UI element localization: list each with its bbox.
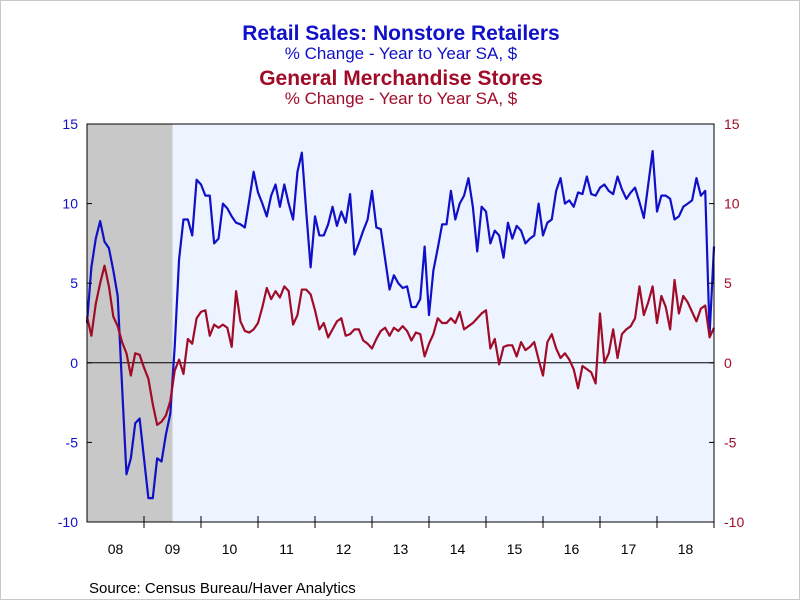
y-tick-label-right: 15 bbox=[724, 116, 740, 132]
recession-shading bbox=[87, 124, 173, 522]
series1-subtitle: % Change - Year to Year SA, $ bbox=[284, 44, 518, 63]
y-tick-label-left: 15 bbox=[62, 116, 78, 132]
plot-border bbox=[86, 123, 715, 523]
x-tick-label: 09 bbox=[165, 541, 181, 557]
x-tick-label: 16 bbox=[564, 541, 580, 557]
x-tick-label: 18 bbox=[678, 541, 694, 557]
x-tick-label: 13 bbox=[393, 541, 409, 557]
series-line-2 bbox=[85, 264, 715, 426]
x-tick-label: 17 bbox=[621, 541, 637, 557]
x-tick-label: 14 bbox=[450, 541, 466, 557]
series2-title-block: General Merchandise Stores % Change - Ye… bbox=[1, 68, 800, 107]
x-tick-label: 11 bbox=[279, 541, 294, 557]
x-tick-label: 08 bbox=[108, 541, 124, 557]
y-tick-label-left: 10 bbox=[62, 196, 78, 212]
y-tick-label-right: 0 bbox=[724, 355, 732, 371]
y-tick-label-right: 5 bbox=[724, 275, 732, 291]
x-tick-label: 15 bbox=[507, 541, 523, 557]
y-tick-label-left: -10 bbox=[58, 514, 78, 530]
series2-subtitle: % Change - Year to Year SA, $ bbox=[284, 89, 518, 108]
source-note: Source: Census Bureau/Haver Analytics bbox=[89, 580, 356, 597]
series1-title-block: Retail Sales: Nonstore Retailers % Chang… bbox=[1, 23, 800, 62]
series-line-1 bbox=[85, 149, 716, 500]
y-tick-label-right: -10 bbox=[724, 514, 744, 530]
y-tick-label-right: -5 bbox=[724, 434, 737, 450]
y-tick-label-left: 0 bbox=[70, 355, 78, 371]
series1-title: Retail Sales: Nonstore Retailers bbox=[242, 22, 560, 45]
series2-title: General Merchandise Stores bbox=[259, 67, 543, 90]
y-tick-label-left: -5 bbox=[66, 434, 79, 450]
y-tick-label-left: 5 bbox=[70, 275, 78, 291]
y-tick-label-right: 10 bbox=[724, 196, 740, 212]
x-tick-label: 12 bbox=[336, 541, 352, 557]
x-tick-label: 10 bbox=[222, 541, 238, 557]
